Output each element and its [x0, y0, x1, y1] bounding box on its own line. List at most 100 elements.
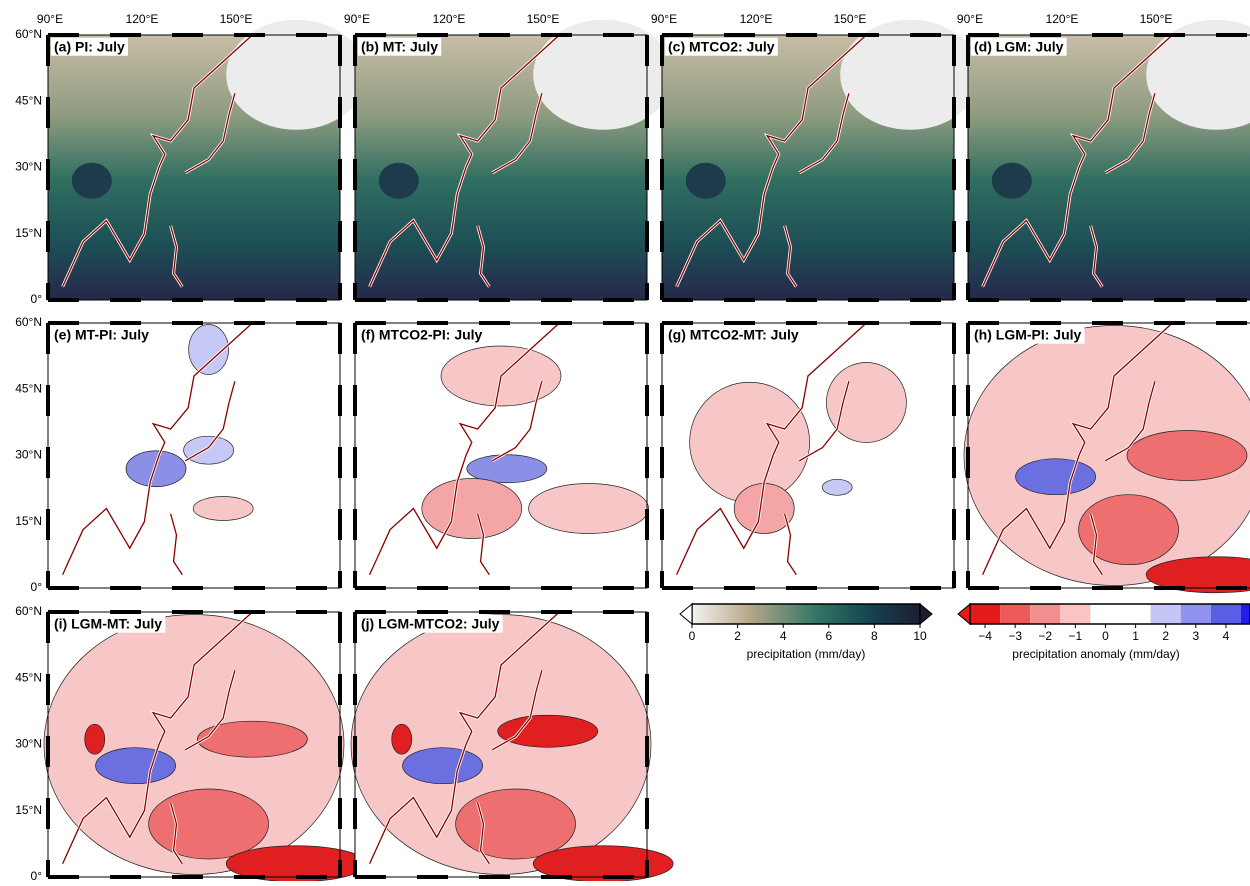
colorbar-tick-label: 0 — [1102, 629, 1109, 643]
panel-title: (a) PI: July — [54, 39, 125, 55]
lat-label: 45°N — [15, 93, 42, 107]
map-panel — [48, 20, 366, 300]
anomaly-region — [529, 484, 649, 534]
map-panel — [662, 20, 980, 300]
panel-title: (b) MT: July — [361, 39, 438, 55]
colorbar-tick-label: 8 — [871, 629, 878, 643]
lon-label: 120°E — [433, 12, 466, 26]
lon-label: 90°E — [651, 12, 677, 26]
colorbar-tick-label: 3 — [1192, 629, 1199, 643]
map-panel — [48, 323, 340, 588]
anomaly-region — [826, 363, 906, 443]
colorbar-tick-label: 4 — [780, 629, 787, 643]
wet-region — [992, 163, 1032, 199]
map-panel — [662, 323, 954, 588]
colorbar-step — [1000, 604, 1030, 624]
lon-label: 120°E — [1046, 12, 1079, 26]
anomaly-region — [403, 748, 483, 784]
anomaly-region — [392, 724, 412, 754]
wet-region — [686, 163, 726, 199]
panel-title: (d) LGM: July — [974, 39, 1064, 55]
colorbar-step — [1181, 604, 1211, 624]
lat-label: 60°N — [15, 315, 42, 329]
lon-label: 150°E — [527, 12, 560, 26]
lat-label: 0° — [31, 292, 43, 306]
lon-label: 120°E — [740, 12, 773, 26]
lat-label: 15°N — [15, 514, 42, 528]
panel-title: (c) MTCO2: July — [668, 39, 775, 55]
colorbar-tick-label: 10 — [913, 629, 927, 643]
lat-label: 60°N — [15, 27, 42, 41]
lat-label: 30°N — [15, 737, 42, 751]
colorbar-step — [1121, 604, 1151, 624]
colorbar-tick-label: 2 — [1162, 629, 1169, 643]
anomaly-region — [193, 497, 253, 521]
anomaly-region — [149, 789, 269, 859]
lat-label: 0° — [31, 580, 43, 594]
anomaly-region — [85, 724, 105, 754]
colorbar-step — [1030, 604, 1060, 624]
lon-label: 90°E — [37, 12, 63, 26]
colorbar-step — [1211, 604, 1241, 624]
anomaly-region — [690, 382, 810, 502]
colorbar-tick-label: 4 — [1223, 629, 1230, 643]
anomaly-region — [1016, 459, 1096, 495]
lon-label: 90°E — [344, 12, 370, 26]
anomaly-region — [822, 479, 852, 495]
colorbar-tick-label: −4 — [978, 629, 992, 643]
lat-label: 45°N — [15, 381, 42, 395]
colorbar-tick-label: −2 — [1038, 629, 1052, 643]
colorbar-label: precipitation (mm/day) — [747, 647, 866, 661]
anomaly-region — [184, 436, 234, 464]
map-panel — [964, 323, 1250, 593]
lon-label: 90°E — [957, 12, 983, 26]
panel-title: (j) LGM-MTCO2: July — [361, 616, 500, 632]
wet-region — [379, 163, 419, 199]
anomaly-region — [197, 721, 307, 757]
lat-label: 0° — [31, 869, 43, 881]
colorbar-step — [1241, 604, 1250, 624]
anomaly-region — [422, 479, 522, 539]
figure: (a) PI: July 90°E 120°E 150°E 60°N 45°N 30°N 15… — [0, 0, 1250, 881]
lat-label: 15°N — [15, 226, 42, 240]
panel-title: (h) LGM-PI: July — [974, 327, 1082, 343]
panel-title: (f) MTCO2-PI: July — [361, 327, 483, 343]
anomaly-region — [96, 748, 176, 784]
lat-label: 15°N — [15, 803, 42, 817]
lon-label: 120°E — [126, 12, 159, 26]
colorbar-tick-label: 1 — [1132, 629, 1139, 643]
lon-label: 150°E — [220, 12, 253, 26]
map-panel — [44, 612, 366, 881]
anomaly-region — [498, 715, 598, 747]
colorbar — [692, 604, 920, 624]
lon-label: 150°E — [834, 12, 867, 26]
colorbar-step — [1060, 604, 1090, 624]
colorbar-end — [920, 604, 932, 624]
colorbar-tick-label: −1 — [1069, 629, 1083, 643]
map-panel — [351, 612, 673, 881]
panel-title: (g) MTCO2-MT: July — [668, 327, 799, 343]
colorbar-end — [680, 604, 692, 624]
colorbar-step — [1090, 604, 1120, 624]
colorbar-tick-label: 6 — [825, 629, 832, 643]
colorbar-tick-label: 0 — [689, 629, 696, 643]
map-panel — [968, 20, 1250, 300]
lat-label: 30°N — [15, 448, 42, 462]
lat-label: 45°N — [15, 670, 42, 684]
lat-label: 60°N — [15, 604, 42, 618]
colorbar-step — [970, 604, 1000, 624]
colorbar-tick-label: −3 — [1008, 629, 1022, 643]
anomaly-region — [1127, 431, 1247, 481]
map-panel — [355, 323, 649, 588]
colorbar-label: precipitation anomaly (mm/day) — [1012, 647, 1179, 661]
wet-region — [72, 163, 112, 199]
panel-title: (i) LGM-MT: July — [54, 616, 162, 632]
map-panel — [355, 20, 673, 300]
colorbar-step — [1151, 604, 1181, 624]
panel-title: (e) MT-PI: July — [54, 327, 149, 343]
colorbar-end — [958, 604, 970, 624]
lon-label: 150°E — [1140, 12, 1173, 26]
lat-label: 30°N — [15, 160, 42, 174]
anomaly-region — [456, 789, 576, 859]
colorbar-tick-label: 2 — [734, 629, 741, 643]
